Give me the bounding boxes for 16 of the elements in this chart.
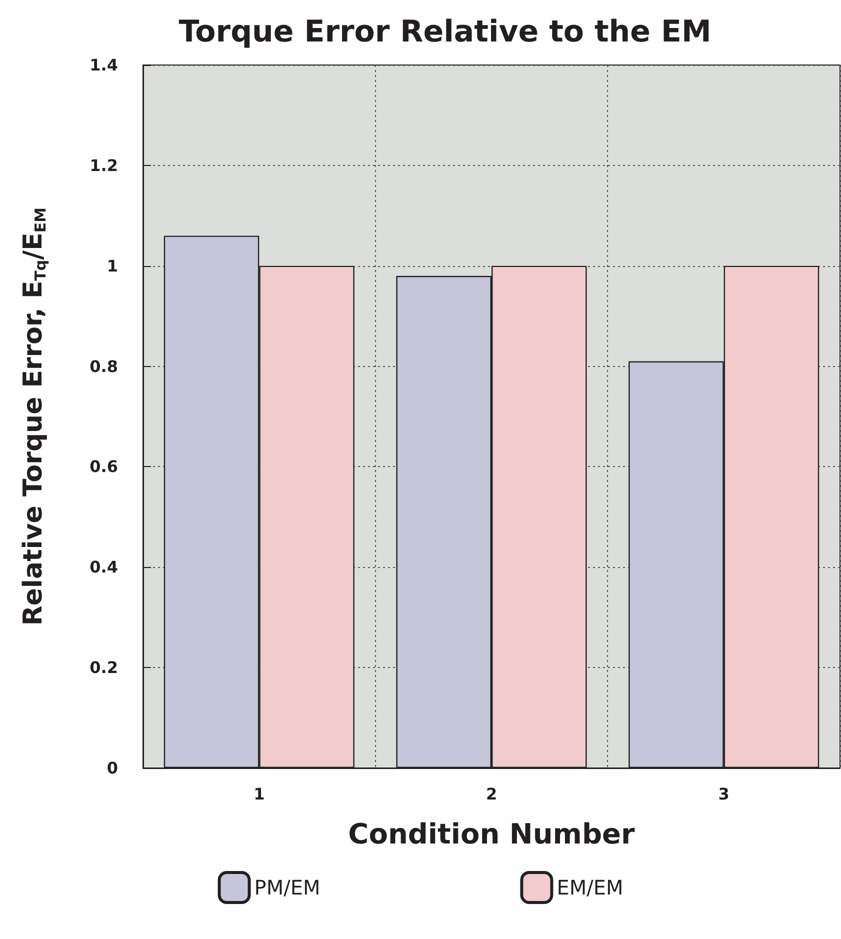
y-axis-title: Relative Torque Error, ETq/EEM bbox=[18, 207, 50, 626]
x-tick-label: 3 bbox=[718, 784, 730, 804]
y-tick-label: 0.6 bbox=[90, 457, 118, 476]
x-tick-label: 2 bbox=[486, 784, 498, 804]
y-tick-label: 0 bbox=[106, 758, 118, 778]
y-tick-label: 1 bbox=[106, 256, 118, 276]
x-tick-label: 1 bbox=[254, 784, 265, 804]
y-tick-label: 1.4 bbox=[90, 56, 118, 74]
legend-label: PM/EM bbox=[254, 876, 320, 900]
legend-label: EM/EM bbox=[556, 876, 624, 900]
y-tick-label: 0.4 bbox=[90, 558, 118, 577]
y-tick-label: 0.8 bbox=[90, 356, 118, 376]
chart-title: Torque Error Relative to the EM bbox=[178, 14, 712, 50]
x-axis-title: Condition Number bbox=[348, 818, 636, 850]
y-tick-label: 0.2 bbox=[90, 658, 118, 678]
y-tick-label: 1.2 bbox=[90, 156, 118, 175]
